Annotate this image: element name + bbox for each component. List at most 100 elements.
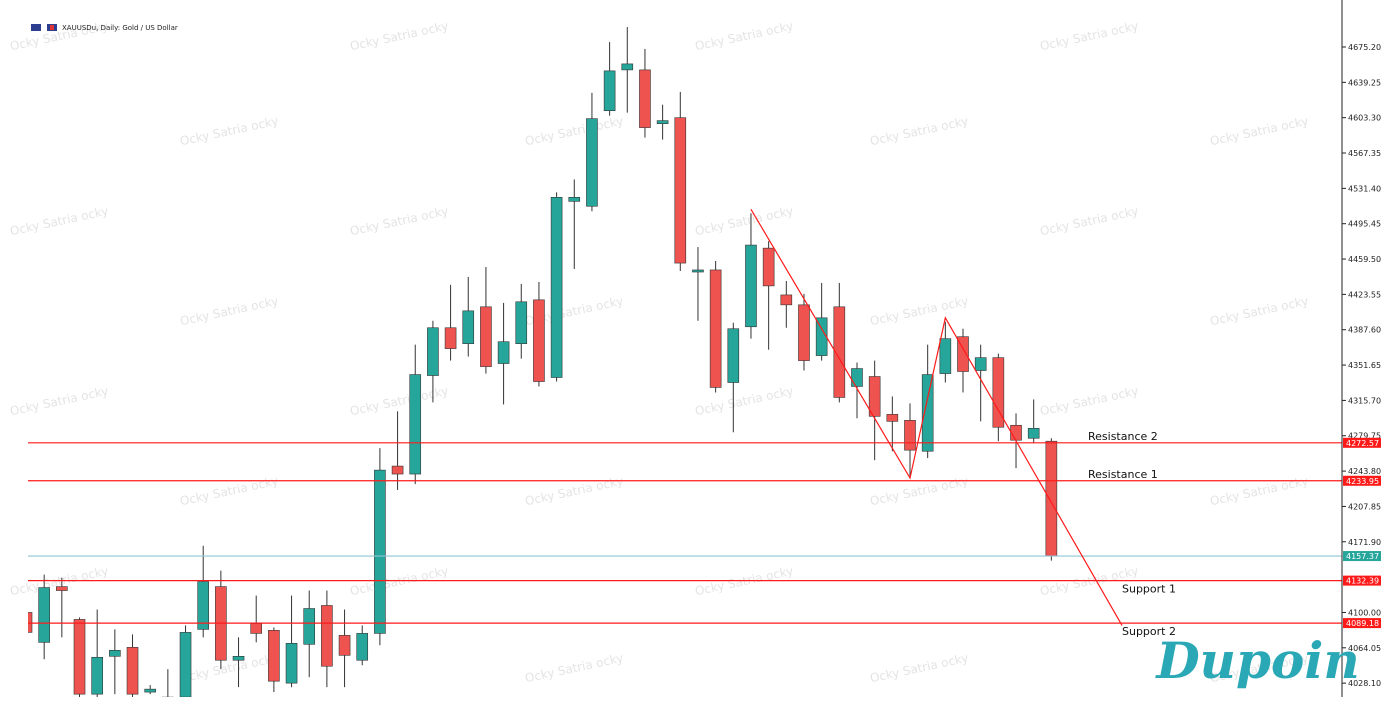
- candle-body: [656, 120, 669, 124]
- watermark: Ocky Satria ocky: [869, 474, 970, 509]
- candle-body: [321, 605, 333, 667]
- y-tick-label: 4351.65: [1348, 361, 1381, 370]
- candle-body: [957, 336, 969, 372]
- candle-body: [144, 688, 156, 693]
- candle-body: [73, 619, 86, 695]
- candle-body: [921, 374, 934, 452]
- candle-body: [356, 633, 369, 661]
- chart-title: XAUUSDu, Daily: Gold / US Dollar: [62, 24, 178, 32]
- level-price-label: 4089.18: [1346, 619, 1379, 628]
- y-tick-label: 4207.85: [1348, 502, 1381, 511]
- candle-body: [391, 465, 404, 475]
- candle-body: [745, 244, 757, 328]
- level-price-label: 4157.37: [1346, 552, 1379, 561]
- candle-body: [762, 247, 775, 287]
- watermark: Ocky Satria ocky: [179, 474, 280, 509]
- y-tick-label: 4387.60: [1348, 326, 1381, 335]
- candle-body: [427, 327, 439, 376]
- y-axis: 4675.20 4639.25 4603.30 4567.35 4531.40 4495.…: [1342, 43, 1381, 688]
- candle-body: [815, 317, 828, 356]
- candle-body: [374, 469, 386, 634]
- candle-body: [197, 581, 209, 630]
- watermark: Ocky Satria ocky: [1039, 204, 1140, 239]
- candle-body: [1027, 428, 1040, 439]
- y-tick-label: 4639.25: [1348, 78, 1381, 87]
- y-tick-label: 4675.20: [1348, 43, 1381, 52]
- watermark: Ocky Satria ocky: [524, 474, 625, 509]
- candle-body: [992, 357, 1005, 428]
- candle-body: [285, 643, 298, 684]
- candle-body: [162, 696, 174, 697]
- logo: Dupoin: [1154, 631, 1359, 690]
- y-tick-label: 4567.35: [1348, 149, 1381, 158]
- level-name: Resistance 1: [1088, 468, 1158, 481]
- level-name: Support 1: [1122, 583, 1176, 596]
- candle-body: [692, 269, 704, 273]
- symbol-icon: [31, 24, 57, 31]
- watermark: Ocky Satria ocky: [1209, 294, 1310, 329]
- level-price-box: [1343, 475, 1381, 486]
- watermark: Ocky Satria ocky: [524, 114, 625, 149]
- candle-body: [480, 306, 492, 367]
- level-price-box: [1343, 618, 1381, 629]
- icon-flag: [31, 24, 41, 31]
- y-tick-label: 4495.45: [1348, 220, 1381, 229]
- candle-body: [550, 197, 563, 378]
- candle-body: [621, 63, 634, 71]
- y-tick-label: 4064.05: [1348, 644, 1381, 653]
- y-tick-label: 4531.40: [1348, 184, 1381, 193]
- y-tick-label: 4315.70: [1348, 396, 1381, 405]
- candle-body: [886, 414, 899, 422]
- candle-body: [639, 69, 651, 128]
- level-price-box: [1343, 551, 1381, 562]
- candle-body: [38, 587, 50, 643]
- candle-body: [533, 299, 545, 382]
- candle-body: [56, 586, 68, 591]
- candle-body: [727, 328, 740, 383]
- level-price-label: 4272.57: [1346, 439, 1379, 448]
- candle-body: [268, 630, 280, 682]
- candle-body: [780, 294, 793, 306]
- candle-body: [497, 341, 510, 364]
- watermark: Ocky Satria ocky: [9, 384, 110, 419]
- y-tick-label: 4028.10: [1348, 679, 1381, 688]
- candle-body: [179, 632, 192, 697]
- candle-body: [603, 70, 616, 111]
- candle-body: [250, 623, 263, 634]
- y-tick-label: 4171.90: [1348, 538, 1381, 547]
- level-price-label: 4132.39: [1346, 577, 1379, 586]
- watermark: Ocky Satria ocky: [1039, 384, 1140, 419]
- candle-body: [444, 327, 457, 349]
- candle-body: [974, 357, 987, 371]
- candle-body: [674, 117, 687, 264]
- candle-body: [833, 306, 846, 398]
- level-price-label: 4233.95: [1346, 477, 1379, 486]
- candle-body: [232, 656, 245, 661]
- watermark: Ocky Satria ocky: [349, 204, 450, 239]
- candle-body: [303, 608, 316, 645]
- candle-body: [904, 420, 916, 451]
- candle-body: [28, 612, 33, 633]
- candle-body: [126, 647, 139, 695]
- candle-body: [798, 304, 810, 361]
- watermark: Ocky Satria ocky: [694, 384, 795, 419]
- watermark: Ocky Satria ocky: [349, 384, 450, 419]
- watermark: Ocky Satria ocky: [1209, 474, 1310, 509]
- candle-body: [939, 338, 952, 374]
- watermark: Ocky Satria ocky: [694, 19, 795, 54]
- watermark: Ocky Satria ocky: [179, 651, 280, 686]
- watermark: Ocky Satria ocky: [869, 114, 970, 149]
- candle-body: [851, 368, 863, 387]
- watermark: Ocky Satria ocky: [694, 204, 795, 239]
- watermark: Ocky Satria ocky: [179, 294, 280, 329]
- candle-body: [338, 635, 351, 656]
- watermark: Ocky Satria ocky: [349, 19, 450, 54]
- watermark: Ocky Satria ocky: [9, 204, 110, 239]
- candle-body: [515, 301, 528, 344]
- y-tick-label: 4243.80: [1348, 467, 1381, 476]
- y-tick-label: 4423.55: [1348, 290, 1381, 299]
- y-tick-label: 4603.30: [1348, 114, 1381, 123]
- candle-body: [868, 376, 881, 417]
- candle-body: [568, 197, 581, 202]
